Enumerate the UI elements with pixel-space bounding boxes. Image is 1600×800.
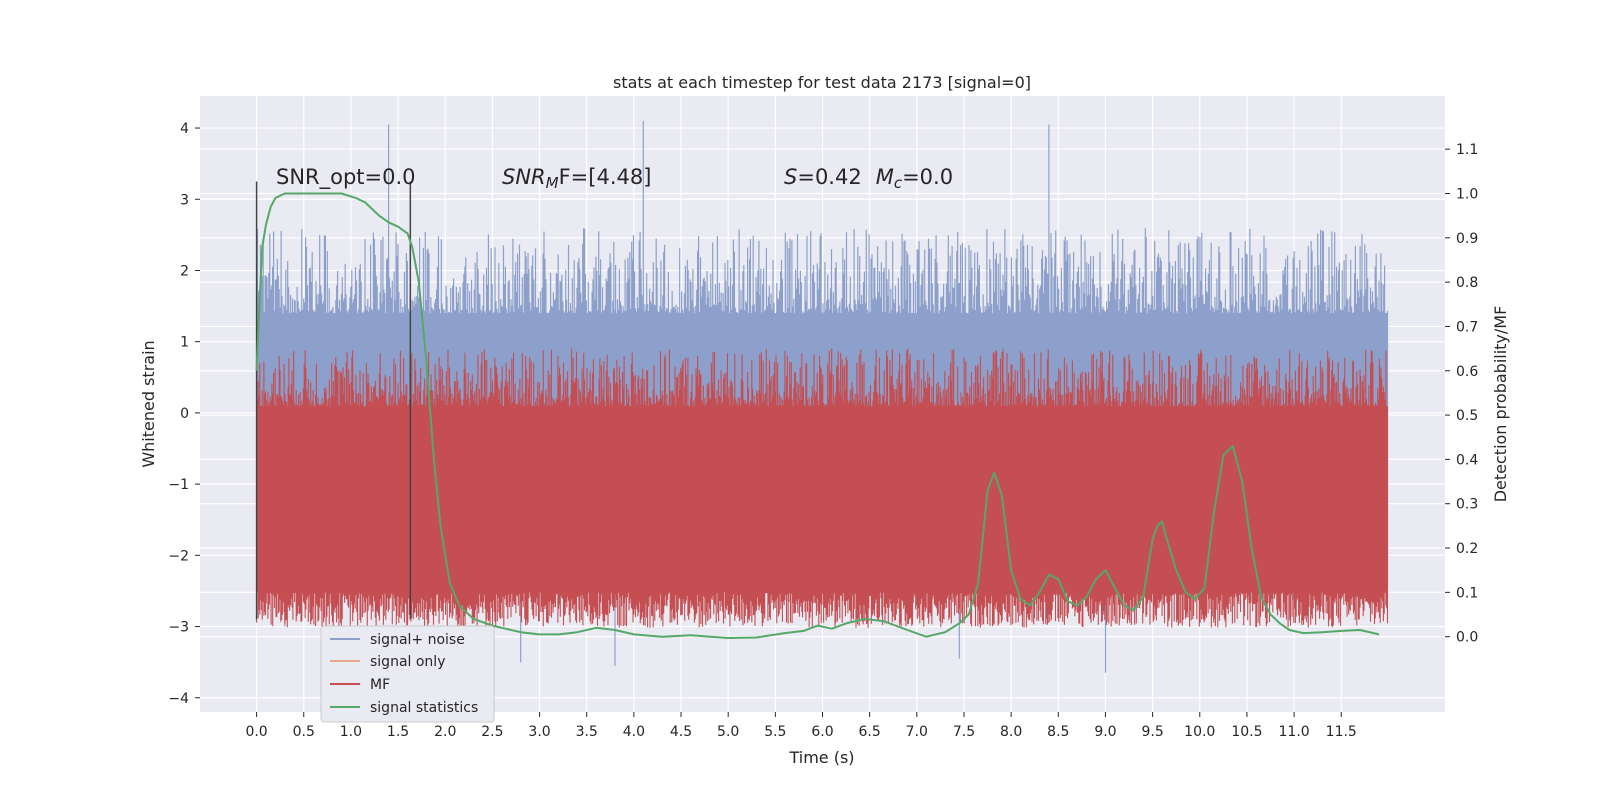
y2-tick-label: 0.2 bbox=[1456, 541, 1478, 557]
y2-tick-label: 0.0 bbox=[1456, 630, 1478, 646]
y-tick-label: 1 bbox=[180, 335, 189, 351]
s-value: =0.42 bbox=[797, 165, 861, 189]
annotation-snr-opt: SNR_opt=0.0 bbox=[276, 165, 416, 190]
y-axis-label: Whitened strain bbox=[139, 340, 158, 467]
legend-label-signal-noise: signal+ noise bbox=[370, 632, 465, 648]
y-tick-labels: 4 3 2 1 0 −1 −2 −3 −4 bbox=[168, 121, 200, 707]
x-tick-label: 3.5 bbox=[576, 724, 598, 740]
x-tick-label: 5.0 bbox=[717, 724, 739, 740]
x-tick-label: 10.5 bbox=[1231, 724, 1262, 740]
x-tick-label: 0.0 bbox=[245, 724, 267, 740]
x-tick-label: 6.5 bbox=[859, 724, 881, 740]
series-signal-statistics bbox=[255, 192, 1380, 639]
annotation-snr-mf: SNRMF=[4.48] bbox=[502, 165, 651, 192]
x-tick-label: 2.5 bbox=[481, 724, 503, 740]
x-tick-label: 2.0 bbox=[434, 724, 456, 740]
y-tick-label: −2 bbox=[168, 548, 189, 564]
x-axis-label: Time (s) bbox=[788, 748, 854, 767]
legend-box bbox=[320, 625, 495, 723]
x-tick-label: 4.5 bbox=[670, 724, 692, 740]
x-tick-label: 1.5 bbox=[387, 724, 409, 740]
x-tick-label: 7.0 bbox=[906, 724, 928, 740]
x-tick-label: 10.0 bbox=[1184, 724, 1215, 740]
signal-statistics-line bbox=[255, 192, 1380, 639]
y2-tick-label: 1.0 bbox=[1456, 186, 1478, 202]
x-tick-label: 0.5 bbox=[293, 724, 315, 740]
y2-tick-label: 0.3 bbox=[1456, 497, 1478, 513]
x-tick-label: 1.0 bbox=[340, 724, 362, 740]
legend-label-signal-only: signal only bbox=[370, 654, 445, 670]
y2-tick-label: 0.6 bbox=[1456, 364, 1478, 380]
snr-mf-symbol: SNR bbox=[502, 165, 546, 189]
legend: signal+ noise signal only MF signal stat… bbox=[320, 625, 495, 723]
x-tick-label: 9.5 bbox=[1141, 724, 1163, 740]
x-tick-label: 8.5 bbox=[1047, 724, 1069, 740]
y2-tick-label: 0.7 bbox=[1456, 319, 1478, 335]
x-tick-label: 3.0 bbox=[528, 724, 550, 740]
x-tick-label: 9.0 bbox=[1094, 724, 1116, 740]
x-tick-label: 4.0 bbox=[623, 724, 645, 740]
annotation-s-mc: S=0.42 Mc=0.0 bbox=[784, 165, 953, 192]
y-tick-label: −1 bbox=[168, 477, 189, 493]
snr-mf-value: F=[4.48] bbox=[559, 165, 652, 189]
s-symbol: S bbox=[784, 165, 797, 189]
x-tick-label: 11.5 bbox=[1326, 724, 1357, 740]
y-tick-label: 4 bbox=[180, 121, 189, 137]
x-tick-label: 6.0 bbox=[811, 724, 833, 740]
y-tick-label: 3 bbox=[180, 192, 189, 208]
y2-tick-label: 0.9 bbox=[1456, 231, 1478, 247]
x-tick-label: 5.5 bbox=[764, 724, 786, 740]
y2-tick-label: 0.1 bbox=[1456, 585, 1478, 601]
legend-label-mf: MF bbox=[370, 677, 390, 693]
snr-mf-subscript: M bbox=[546, 174, 559, 192]
chart-title: stats at each timestep for test data 217… bbox=[613, 73, 1031, 92]
y2-tick-label: 0.8 bbox=[1456, 275, 1478, 291]
y2-tick-labels: 1.1 1.0 0.9 0.8 0.7 0.6 0.5 0.4 0.3 0.2 0.1 0.0 bbox=[1445, 142, 1478, 646]
y-tick-label: 0 bbox=[180, 406, 189, 422]
vertical-markers bbox=[255, 181, 412, 620]
x-tick-label: 8.0 bbox=[1000, 724, 1022, 740]
y2-tick-label: 0.4 bbox=[1456, 452, 1478, 468]
y2-tick-label: 0.5 bbox=[1456, 408, 1478, 424]
y-tick-label: −3 bbox=[168, 620, 189, 636]
mc-value: =0.0 bbox=[902, 165, 953, 189]
x-tick-label: 11.0 bbox=[1279, 724, 1310, 740]
x-tick-labels: 0.0 0.5 1.0 1.5 2.0 2.5 3.0 3.5 4.0 4.5 5.0 5.5 6.0 6… bbox=[245, 712, 1357, 740]
y2-axis-label: Detection probability/MF bbox=[1491, 306, 1510, 503]
y-tick-label: −4 bbox=[168, 691, 189, 707]
mc-subscript: c bbox=[894, 174, 903, 192]
x-tick-label: 7.5 bbox=[953, 724, 975, 740]
series-mf bbox=[256, 348, 1389, 628]
mc-symbol: M bbox=[876, 165, 894, 189]
y-tick-label: 2 bbox=[180, 263, 189, 279]
legend-label-signal-statistics: signal statistics bbox=[370, 700, 478, 716]
y2-tick-label: 1.1 bbox=[1456, 142, 1478, 158]
